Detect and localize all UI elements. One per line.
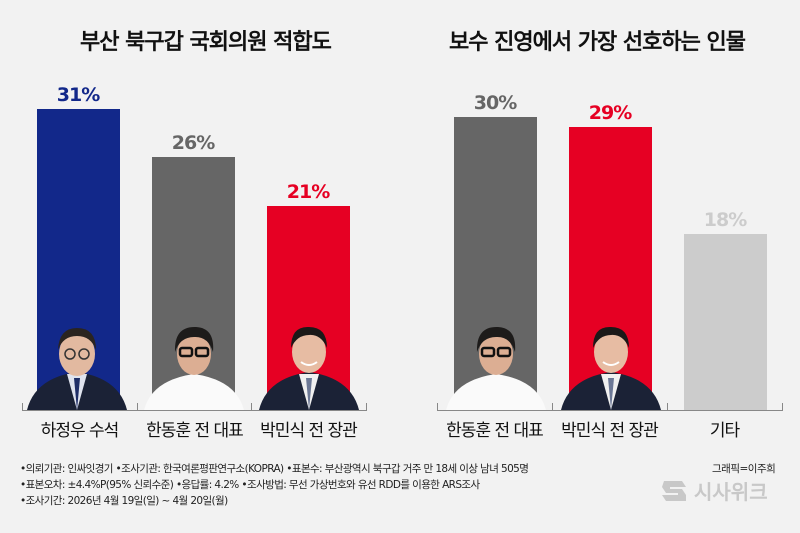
axis-tick: [552, 403, 553, 411]
category-label: 박민식 전 장관: [260, 421, 358, 441]
chart-title-right: 보수 진영에서 가장 선호하는 인물: [449, 30, 746, 55]
person-photo-icon: [446, 326, 546, 410]
axis-tick: [22, 403, 23, 411]
person-photo-icon: [561, 326, 661, 410]
axis-tick: [437, 403, 438, 411]
value-label: 31%: [56, 84, 100, 106]
x-axis-left: [22, 410, 366, 411]
category-label: 한동훈 전 대표: [146, 421, 244, 441]
value-label: 30%: [473, 92, 517, 114]
axis-tick: [251, 403, 252, 411]
bar-other: [684, 234, 767, 410]
survey-note: •조사기간: 2026년 4월 19일(일) ~ 4월 20일(월): [20, 495, 228, 507]
axis-tick: [782, 403, 783, 411]
value-label: 18%: [703, 209, 747, 231]
person-photo-icon: [27, 328, 127, 410]
logo-text: 시사위크: [694, 480, 768, 504]
person-photo-icon: [259, 326, 359, 410]
chart-title-left: 부산 북구갑 국회의원 적합도: [80, 30, 332, 55]
survey-note: •표본오차: ±4.4%P(95% 신뢰수준) •응답률: 4.2% •조사방법…: [20, 479, 480, 491]
axis-tick: [366, 403, 367, 411]
graphic-credit: 그래픽=이주희: [712, 463, 776, 475]
x-axis-right: [437, 410, 782, 411]
value-label: 29%: [588, 102, 632, 124]
value-label: 21%: [286, 181, 330, 203]
person-photo-icon: [144, 326, 244, 410]
publisher-logo: 시사위크: [660, 476, 768, 505]
category-label: 기타: [709, 421, 740, 441]
survey-note: •의뢰기관: 인싸잇경기 •조사기관: 한국여론평판연구소(KOPRA) •표본…: [20, 463, 529, 475]
category-label: 한동훈 전 대표: [446, 421, 544, 441]
category-label: 박민식 전 장관: [561, 421, 659, 441]
axis-tick: [137, 403, 138, 411]
sisaweek-s-logo-icon: [662, 480, 686, 501]
axis-tick: [667, 403, 668, 411]
category-label: 하정우 수석: [40, 421, 120, 441]
value-label: 26%: [171, 132, 215, 154]
